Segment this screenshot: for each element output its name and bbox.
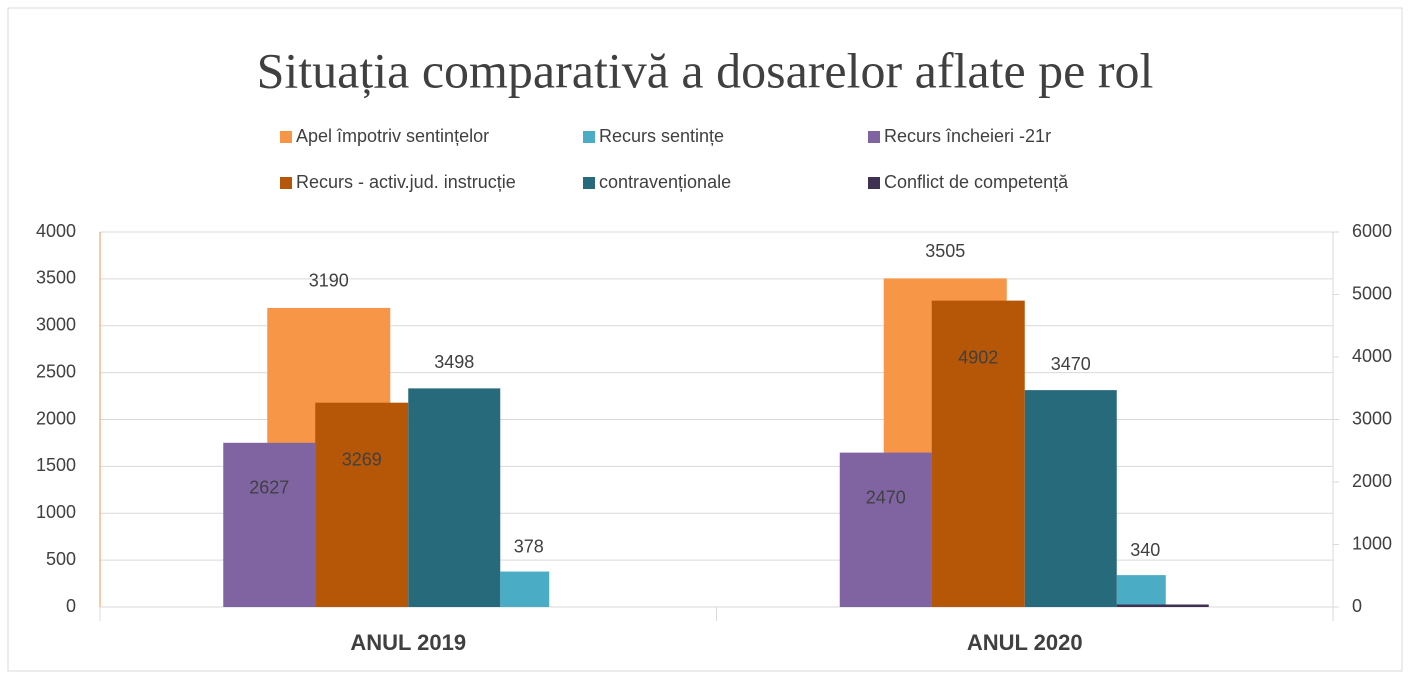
y-tick-label: 2500: [36, 361, 76, 381]
y-tick-label: 1000: [36, 502, 76, 522]
data-label: 340: [1130, 540, 1160, 560]
y-tick-label: 3000: [36, 315, 76, 335]
y2-tick-label: 4000: [1352, 346, 1392, 366]
data-label: 378: [514, 536, 544, 556]
legend-swatch: [868, 177, 880, 189]
bar: [1116, 575, 1166, 607]
y2-tick-label: 5000: [1352, 283, 1392, 303]
legend-label: Recurs încheieri -21r: [884, 126, 1051, 146]
x-tick-label: ANUL 2019: [350, 630, 466, 655]
bar: [223, 442, 316, 607]
data-label: 2470: [866, 487, 906, 507]
data-label: 3269: [342, 449, 382, 469]
bar: [315, 402, 409, 607]
bar: [839, 452, 932, 607]
legend-swatch: [868, 131, 880, 143]
bar: [931, 300, 1025, 607]
y-tick-label: 0: [66, 596, 76, 616]
data-label: 3190: [309, 271, 349, 291]
legend-swatch: [583, 131, 595, 143]
y-tick-label: 4000: [36, 221, 76, 241]
chart-border: [7, 7, 1403, 672]
data-label: 3498: [434, 352, 474, 372]
y2-tick-label: 0: [1352, 596, 1362, 616]
bar: [408, 388, 501, 607]
y2-tick-label: 1000: [1352, 533, 1392, 553]
legend-label: Conflict de competență: [884, 172, 1069, 192]
legend-label: Recurs sentințe: [599, 126, 724, 146]
y2-tick-label: 6000: [1352, 221, 1392, 241]
y2-tick-label: 3000: [1352, 408, 1392, 428]
data-label: 4902: [958, 347, 998, 367]
legend-swatch: [280, 177, 292, 189]
data-label: 2627: [249, 478, 289, 498]
data-label: 3470: [1051, 354, 1091, 374]
legend-label: contravenționale: [599, 172, 731, 192]
data-label: 3505: [925, 241, 965, 261]
chart-title: Situația comparativă a dosarelor aflate …: [257, 42, 1154, 98]
bar: [1116, 604, 1209, 607]
legend-label: Apel împotriv sentințelor: [296, 126, 489, 146]
y2-tick-label: 2000: [1352, 471, 1392, 491]
y-tick-label: 2000: [36, 408, 76, 428]
y-tick-label: 500: [46, 549, 76, 569]
bar: [1024, 390, 1117, 607]
legend-swatch: [583, 177, 595, 189]
legend-label: Recurs - activ.jud. instrucție: [296, 172, 516, 192]
legend-swatch: [280, 131, 292, 143]
bar: [500, 571, 550, 607]
y-tick-label: 3500: [36, 268, 76, 288]
y-tick-label: 1500: [36, 455, 76, 475]
x-tick-label: ANUL 2020: [967, 630, 1083, 655]
